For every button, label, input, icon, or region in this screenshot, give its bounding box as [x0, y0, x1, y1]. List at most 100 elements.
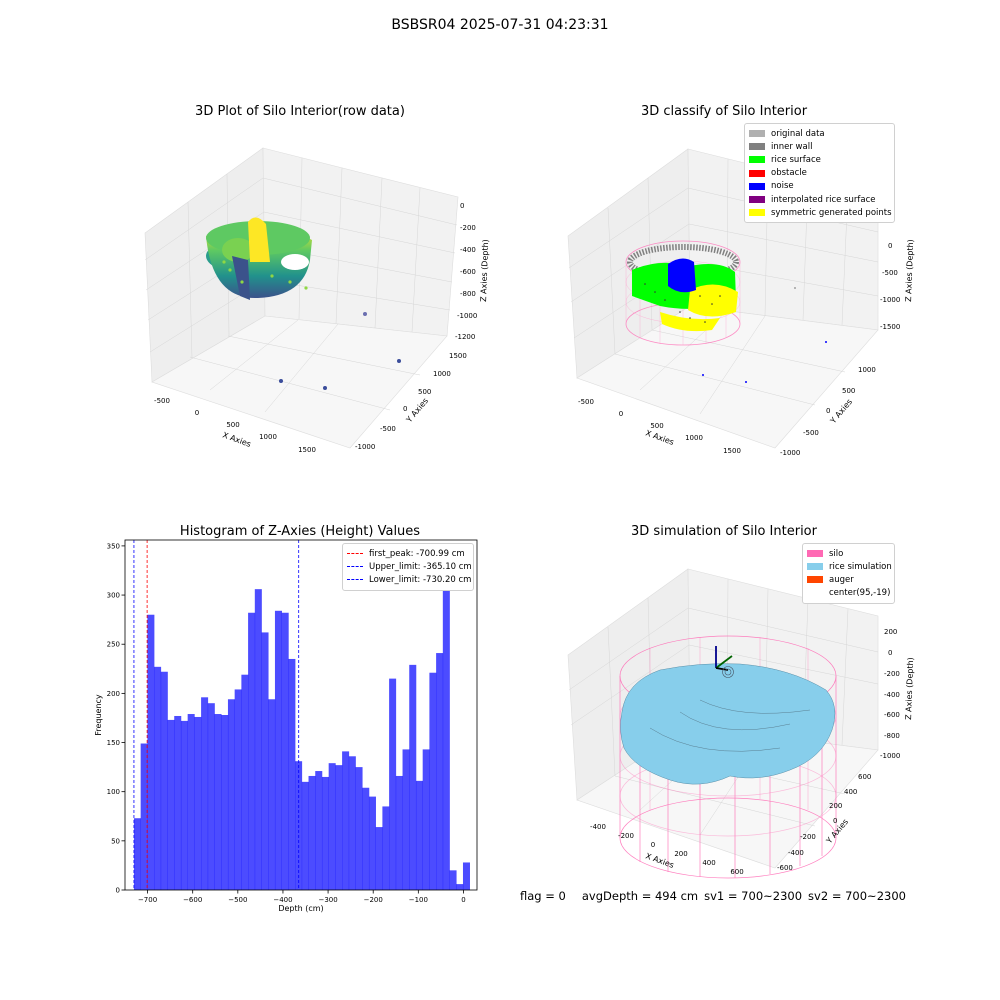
histogram-vlines — [133, 540, 300, 890]
legend-swatch — [347, 579, 363, 581]
legend-swatch — [749, 143, 765, 151]
sim-z-tick: 200 — [884, 628, 897, 636]
histogram-bars — [133, 554, 470, 890]
sim-x-tick: -200 — [618, 832, 634, 840]
histogram-bar — [368, 796, 376, 890]
raw-x-tick: 0 — [195, 409, 199, 417]
histogram-bar — [227, 699, 235, 890]
histogram-x-label: Depth (cm) — [278, 904, 323, 913]
legend-label: obstacle — [771, 168, 807, 179]
histogram-bar — [261, 632, 269, 890]
histogram-bar — [241, 674, 249, 890]
raw-z-tick: -400 — [460, 246, 476, 254]
classify-z-tick: -500 — [882, 269, 898, 277]
histogram-bar — [449, 870, 457, 890]
histogram-y-tick-label: 150 — [107, 739, 120, 747]
legend-swatch — [749, 130, 765, 138]
histogram-bar — [335, 765, 343, 890]
classify-y-tick: 500 — [842, 387, 855, 395]
classify-z-tick: 0 — [888, 242, 892, 250]
sim-x-tick: 600 — [730, 868, 743, 876]
classify-x-tick: 500 — [650, 422, 663, 430]
histogram-bar — [355, 767, 363, 890]
histogram-bar — [140, 743, 148, 890]
histogram-bar — [409, 664, 417, 890]
figure-title: BSBSR04 2025-07-31 04:23:31 — [391, 17, 609, 33]
raw-y-tick: 500 — [418, 388, 431, 396]
legend-swatch — [807, 563, 823, 571]
sim-y-tick: 400 — [844, 788, 857, 796]
histogram-bar — [456, 884, 464, 890]
histogram-legend: first_peak: -700.99 cm Upper_limit: -365.… — [342, 543, 474, 591]
histogram-x-tick-label: −400 — [273, 896, 292, 904]
legend-label: Upper_limit: -365.10 cm — [369, 561, 472, 572]
histogram-bar — [248, 612, 256, 890]
histogram-bar — [362, 787, 370, 890]
raw-y-tick: 1000 — [433, 370, 451, 378]
histogram-y-tick-label: 300 — [107, 592, 120, 600]
classify-legend-item: symmetric generated points — [749, 206, 892, 219]
histogram-bar — [308, 775, 316, 890]
classify-legend-item: interpolated rice surface — [749, 193, 890, 206]
raw-x-tick: 1500 — [298, 446, 316, 454]
legend-swatch — [347, 553, 363, 555]
histogram-y-tick-label: 50 — [111, 837, 120, 845]
legend-label: symmetric generated points — [771, 207, 892, 218]
histogram-legend-item: Upper_limit: -365.10 cm — [347, 560, 472, 573]
histogram-bar — [254, 589, 262, 890]
sv2-text: sv2 = 700~2300 — [808, 889, 906, 903]
raw-z-tick: -600 — [460, 268, 476, 276]
histogram-bar — [422, 749, 430, 890]
histogram-x-tick-label: −200 — [364, 896, 383, 904]
classify-x-tick: -500 — [578, 398, 594, 406]
histogram-bar — [348, 756, 356, 890]
legend-label: noise — [771, 181, 794, 192]
simulation-panel-title: 3D simulation of Silo Interior — [631, 524, 817, 539]
classify-panel-title: 3D classify of Silo Interior — [640, 104, 808, 119]
histogram-frame — [124, 539, 478, 891]
histogram-legend-item: Lower_limit: -730.20 cm — [347, 573, 471, 586]
raw-x-tick: 1000 — [259, 433, 277, 441]
histogram-bar — [382, 806, 390, 890]
histogram-x-tick-label: −100 — [409, 896, 428, 904]
status-line: flag = 0 avgDepth = 494 cm sv1 = 700~2300 s… — [520, 889, 922, 903]
classify-legend: original data inner wall rice surface obsta… — [744, 123, 895, 224]
histogram-x-tick-label: −600 — [183, 896, 202, 904]
histogram-y-label: Frequency — [94, 694, 103, 736]
sim-x-tick: 400 — [702, 859, 715, 867]
classify-y-tick: 0 — [826, 407, 830, 415]
legend-swatch — [807, 590, 823, 597]
histogram-bar — [207, 703, 215, 890]
legend-swatch — [749, 156, 765, 164]
histogram-bar — [315, 771, 323, 890]
histogram-bar — [201, 697, 209, 890]
classify-3d-plot: -500 0 500 1000 1500 -1000 -500 0 500 10… — [567, 148, 915, 457]
classify-legend-item: original data — [749, 127, 890, 140]
legend-label: original data — [771, 128, 825, 139]
raw-y-tick: 1500 — [449, 352, 467, 360]
legend-label: inner wall — [771, 141, 813, 152]
legend-label: rice surface — [771, 154, 821, 165]
histogram-title: Histogram of Z-Axies (Height) Values — [179, 524, 421, 539]
classify-x-tick: 1000 — [685, 434, 703, 442]
histogram-bar — [214, 714, 222, 890]
sim-y-tick: 600 — [858, 773, 871, 781]
histogram-y-tick-label: 0 — [116, 887, 120, 895]
simulation-legend-item: auger — [807, 573, 890, 586]
classify-y-tick: -1000 — [780, 449, 800, 457]
raw-z-tick: -800 — [460, 290, 476, 298]
classify-legend-item: obstacle — [749, 167, 890, 180]
raw-z-tick: -200 — [460, 224, 476, 232]
histogram-y-tick-label: 200 — [107, 690, 120, 698]
histogram-bar — [194, 716, 202, 890]
legend-swatch — [749, 182, 765, 190]
histogram-bar — [395, 775, 403, 890]
sim-z-tick: -1000 — [880, 752, 900, 760]
simulation-legend: silo rice simulation auger center(95,-19) — [802, 543, 895, 604]
raw-x-tick: 500 — [226, 421, 239, 429]
histogram-bar — [180, 720, 188, 890]
legend-label: center(95,-19) — [829, 588, 891, 599]
legend-label: interpolated rice surface — [771, 194, 876, 205]
classify-y-label: Y Axies — [828, 397, 854, 426]
histogram-bar — [442, 554, 450, 890]
